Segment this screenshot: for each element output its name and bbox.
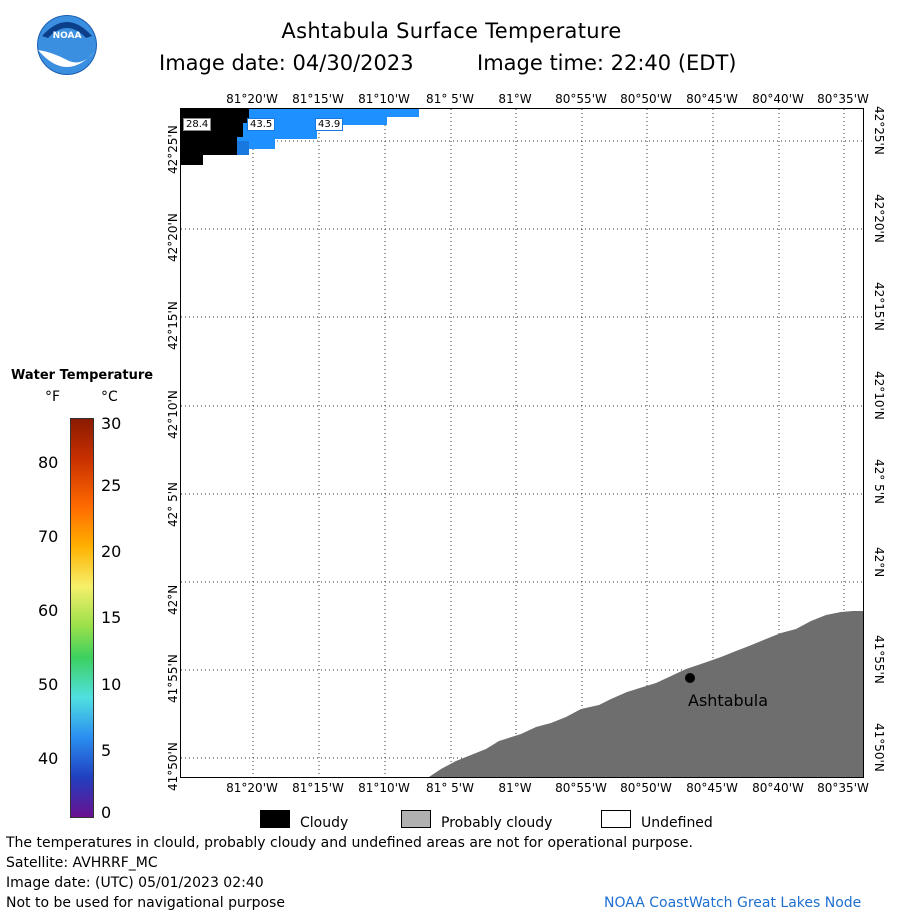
page-title: Ashtabula Surface Temperature <box>281 19 622 43</box>
footer-utc-date: Image date: (UTC) 05/01/2023 02:40 <box>6 875 264 891</box>
fahrenheit-tick-label: 70 <box>38 527 59 546</box>
noaa-logo-text: NOAA <box>52 31 82 41</box>
longitude-label: 80°55'W <box>555 92 607 106</box>
temperature-label: 43.9 <box>315 118 344 131</box>
footer-satellite: Satellite: AVHRRF_MC <box>6 855 158 871</box>
celsius-tick-label: 30 <box>101 414 122 433</box>
longitude-label: 81°10'W <box>358 92 410 106</box>
longitude-label: 80°45'W <box>686 92 738 106</box>
longitude-label: 80°35'W <box>817 92 869 106</box>
footer-credit: NOAA CoastWatch Great Lakes Node <box>604 895 862 911</box>
temperature-label: 43.5 <box>247 118 276 131</box>
temperature-map: 28.4 43.5 43.9 Ashtabula <box>180 108 864 778</box>
water-temperature-area <box>237 109 419 155</box>
celsius-tick-label: 20 <box>101 542 122 561</box>
noaa-logo: NOAA <box>36 14 98 76</box>
longitude-label: 80°40'W <box>752 92 804 106</box>
latitude-label: 42°15'N <box>872 282 886 331</box>
legend-label-cloudy: Cloudy <box>300 815 349 831</box>
water-temperature-dark <box>237 141 249 155</box>
longitude-label: 80°55'W <box>555 781 607 795</box>
latitude-label: 41°55'N <box>166 654 180 703</box>
latitude-label: 42° 5'N <box>166 482 180 527</box>
fahrenheit-tick-label: 60 <box>38 601 59 620</box>
celsius-tick-label: 10 <box>101 675 122 694</box>
fahrenheit-tick-label: 40 <box>38 749 59 768</box>
legend-label-undefined: Undefined <box>641 815 713 831</box>
temperature-label: 28.4 <box>183 118 212 131</box>
unit-celsius: °C <box>101 389 118 405</box>
image-date: Image date: 04/30/2023 <box>159 51 414 75</box>
latitude-label: 42°10'N <box>166 390 180 439</box>
latitude-label: 42°10'N <box>872 371 886 420</box>
fahrenheit-tick-label: 80 <box>38 453 59 472</box>
longitude-label: 81°20'W <box>226 781 278 795</box>
celsius-tick-label: 5 <box>101 741 112 760</box>
fahrenheit-tick-label: 50 <box>38 675 59 694</box>
noaa-logo-icon <box>37 15 97 75</box>
latitude-label: 41°55'N <box>872 635 886 684</box>
latitude-label: 42°15'N <box>166 301 180 350</box>
longitude-label: 80°50'W <box>620 781 672 795</box>
celsius-tick-label: 0 <box>101 803 112 822</box>
legend-label-probably-cloudy: Probably cloudy <box>441 815 553 831</box>
latitude-label: 42° 5'N <box>872 459 886 504</box>
longitude-label: 81°15'W <box>292 781 344 795</box>
latitude-label: 42°25'N <box>166 125 180 174</box>
legend-swatch-cloudy <box>260 810 290 828</box>
longitude-label: 81° 5'W <box>426 92 474 106</box>
land-area <box>429 611 863 777</box>
longitude-label: 81° 5'W <box>426 781 474 795</box>
footer-nav-warning: Not to be used for navigational purpose <box>6 895 285 911</box>
latitude-label: 42°25'N <box>872 106 886 155</box>
map-svg <box>181 109 863 777</box>
unit-fahrenheit: °F <box>45 389 61 405</box>
latitude-label: 41°50'N <box>872 723 886 772</box>
longitude-label: 81°15'W <box>292 92 344 106</box>
longitude-label: 80°45'W <box>686 781 738 795</box>
longitude-label: 81°10'W <box>358 781 410 795</box>
image-time: Image time: 22:40 (EDT) <box>477 51 737 75</box>
longitude-label: 81°20'W <box>226 92 278 106</box>
latitude-label: 42°N <box>872 547 886 578</box>
color-scale-bar <box>70 418 94 818</box>
city-marker <box>685 673 695 683</box>
celsius-tick-label: 15 <box>101 608 122 627</box>
city-label: Ashtabula <box>688 691 769 710</box>
celsius-tick-label: 25 <box>101 476 122 495</box>
color-scale-title: Water Temperature <box>11 368 154 383</box>
latitude-label: 41°50'N <box>166 742 180 791</box>
footer-disclaimer: The temperatures in clould, probably clo… <box>6 835 693 851</box>
longitude-label: 81°W <box>498 92 532 106</box>
longitude-label: 81°W <box>498 781 532 795</box>
legend-swatch-undefined <box>601 810 631 828</box>
longitude-label: 80°35'W <box>817 781 869 795</box>
latitude-label: 42°N <box>166 584 180 615</box>
latitude-label: 42°20'N <box>872 194 886 243</box>
longitude-label: 80°50'W <box>620 92 672 106</box>
legend-swatch-probably-cloudy <box>401 810 431 828</box>
latitude-label: 42°20'N <box>166 213 180 262</box>
longitude-label: 80°40'W <box>752 781 804 795</box>
